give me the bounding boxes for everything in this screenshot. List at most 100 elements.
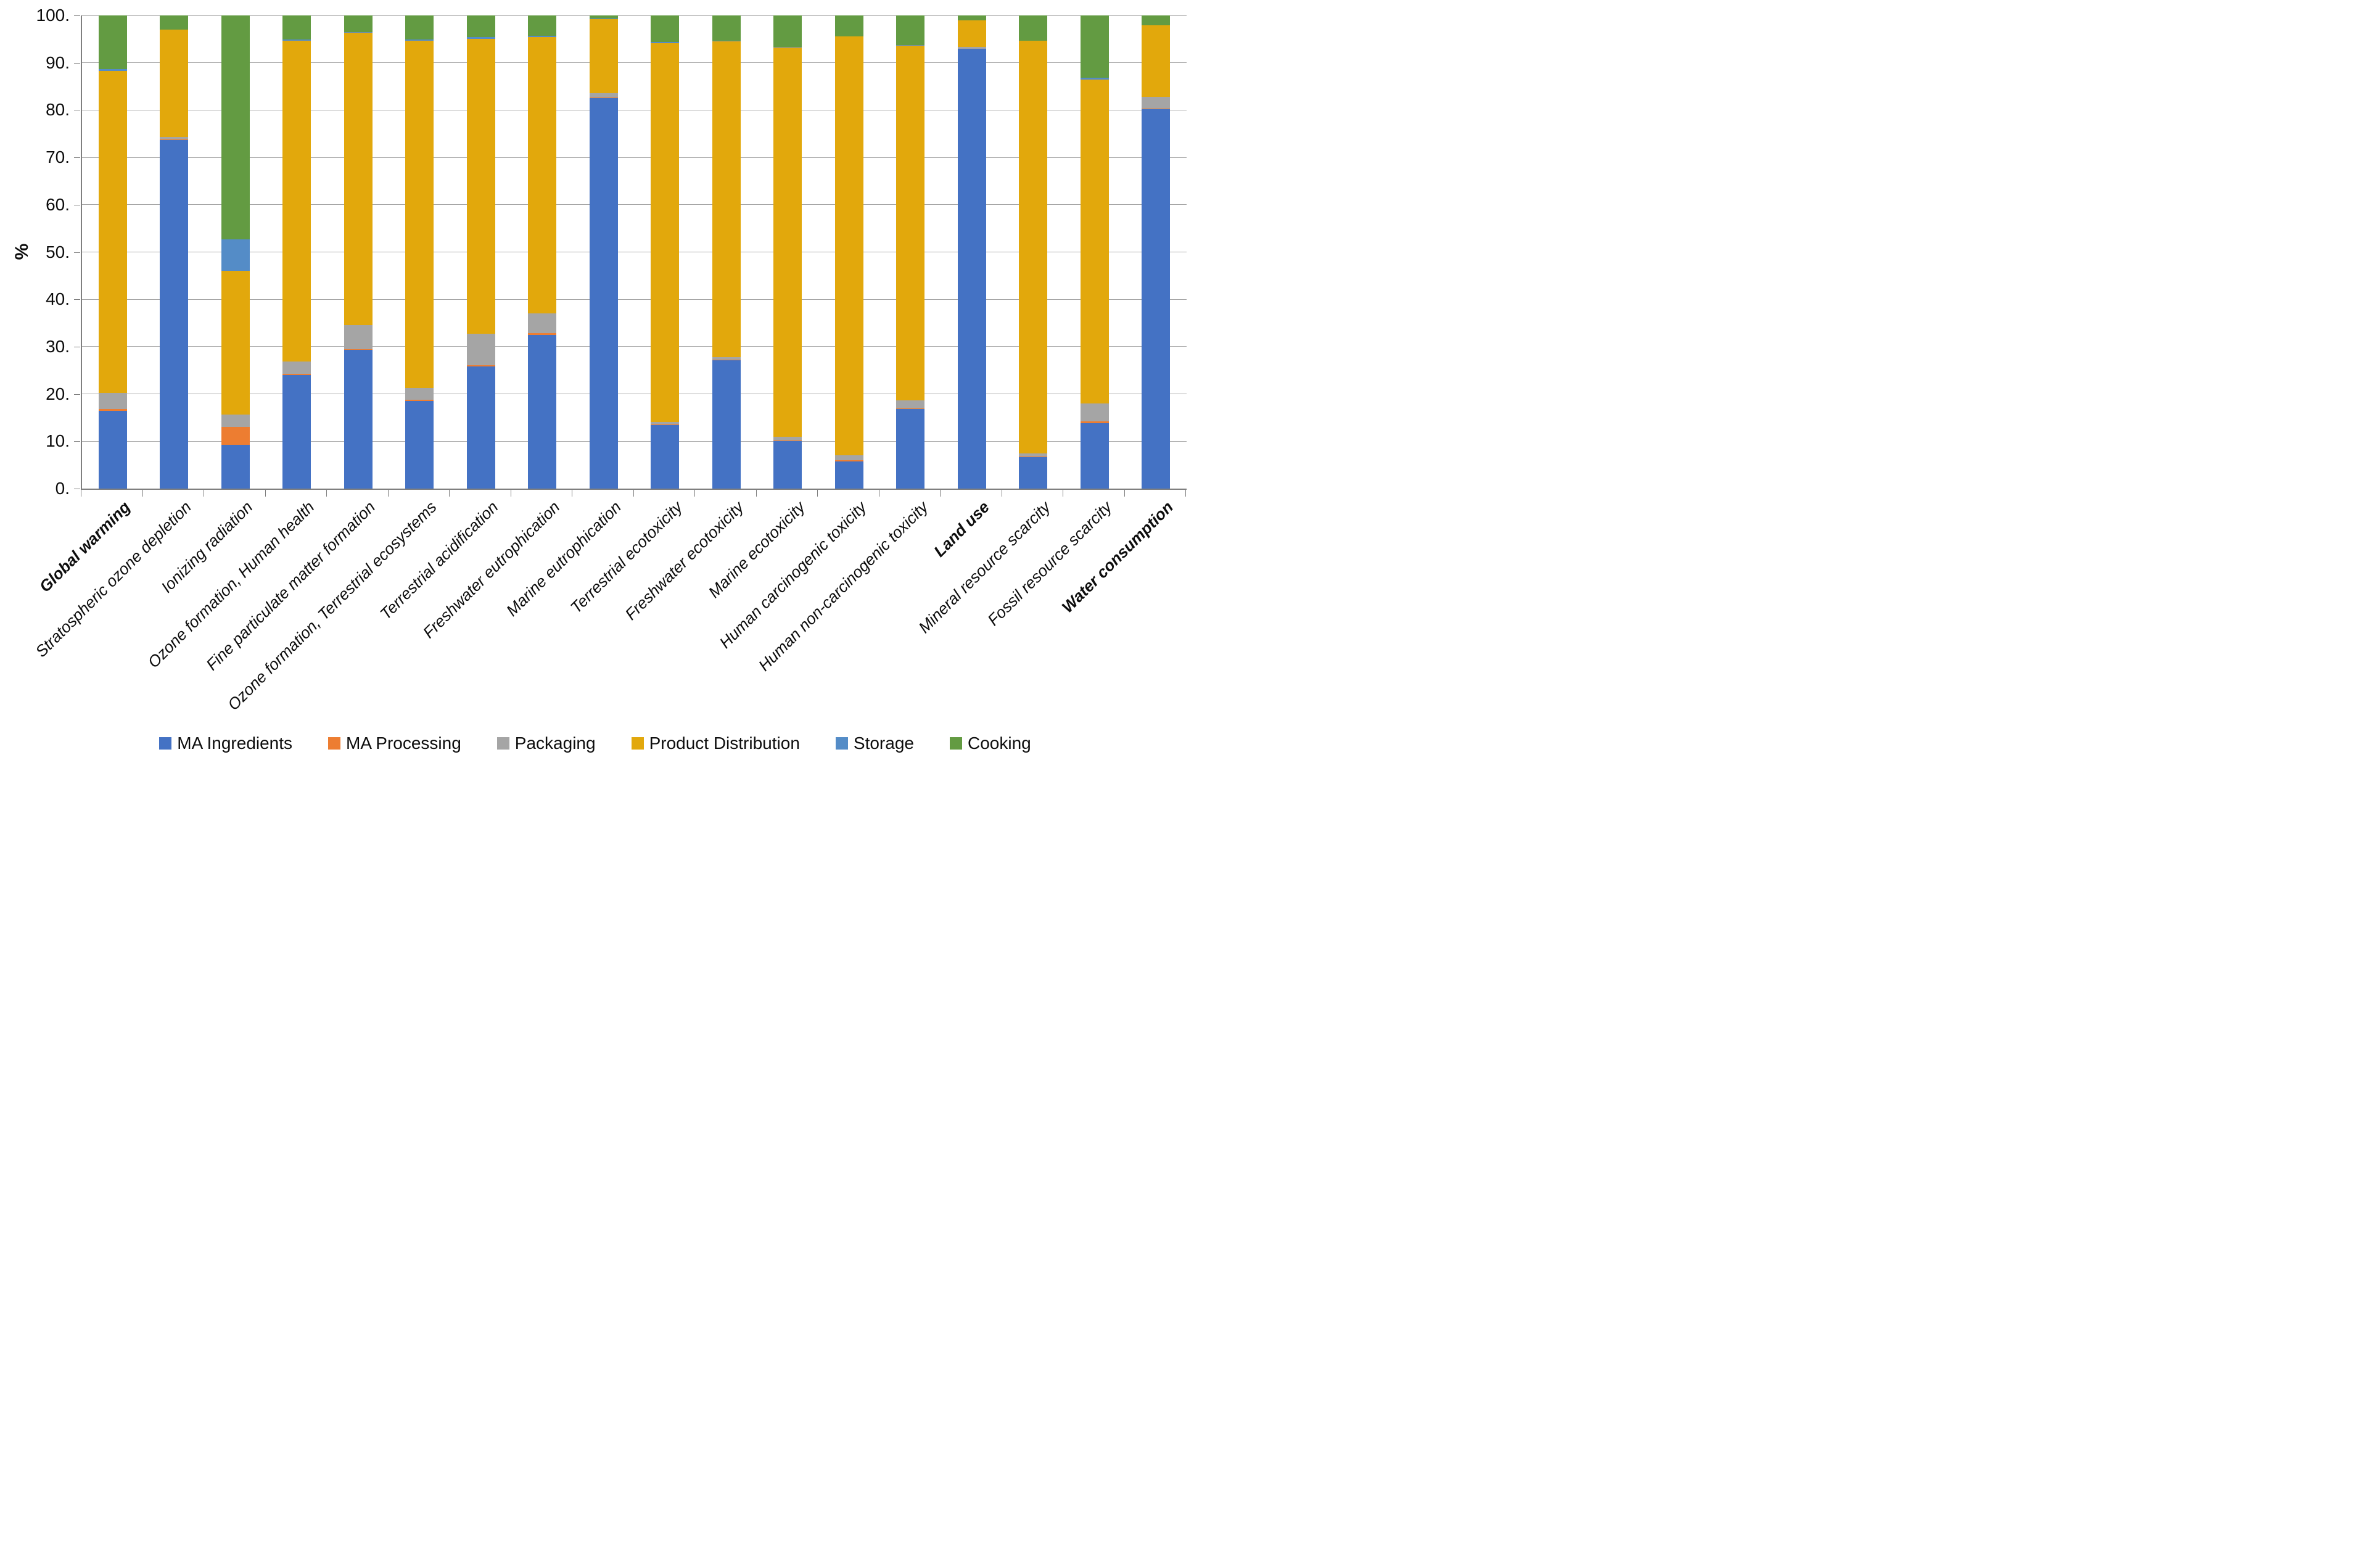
bar-terrestrial-acidification <box>466 15 495 489</box>
bar-segment-packaging <box>589 93 618 98</box>
stacked-bar-chart: % Global warming Stratospheric ozone depl… <box>0 0 1190 781</box>
y-axis-tick <box>74 252 80 253</box>
x-tick-label: Freshwater ecotoxicity <box>621 497 747 624</box>
bar-segment-packaging <box>896 400 925 408</box>
bar-segment-product-distribution <box>1080 79 1109 403</box>
y-tick-label: 40. <box>46 289 70 309</box>
y-axis-tick <box>74 15 80 16</box>
bar-segment-product-distribution <box>651 43 680 422</box>
bar-segment-storage <box>651 41 680 43</box>
bar-segment-storage <box>773 46 802 48</box>
y-tick-label: 20. <box>46 384 70 403</box>
bar-segment-storage <box>1080 78 1109 80</box>
x-axis-tick <box>326 490 327 497</box>
bar-segment-product-distribution <box>282 41 311 362</box>
bar-segment-ma-processing <box>160 139 189 140</box>
legend-item-ma-processing: MA Processing <box>328 734 461 753</box>
bar-segment-cooking <box>896 15 925 45</box>
y-tick-label: 30. <box>46 336 70 356</box>
bar-fossil-resource-scarcity <box>1080 15 1109 489</box>
x-tick-label: Water consumption <box>1058 497 1177 617</box>
gridline <box>82 204 1187 205</box>
y-axis-title: % <box>12 243 32 260</box>
gridline <box>82 346 1187 347</box>
bar-segment-storage <box>466 37 495 39</box>
bar-segment-ma-ingredients <box>589 98 618 489</box>
legend-item-cooking: Cooking <box>949 734 1031 753</box>
bar-segment-ma-ingredients <box>466 366 495 489</box>
x-axis-tick <box>142 490 143 497</box>
bar-segment-ma-ingredients <box>98 411 127 489</box>
bar-segment-ma-processing <box>834 460 863 462</box>
bar-segment-ma-ingredients <box>405 401 434 489</box>
legend: MA Ingredients MA Processing Packaging Prod… <box>0 734 1190 753</box>
bar-mineral-resource-scarcity <box>1019 15 1048 489</box>
bar-terrestrial-ecotoxicity <box>651 15 680 489</box>
bar-segment-ma-ingredients <box>651 425 680 489</box>
bar-segment-product-distribution <box>344 33 373 325</box>
bar-segment-packaging <box>651 421 680 425</box>
x-tick-label: Fossil resource scarcity <box>984 497 1116 629</box>
y-axis-tick <box>74 394 80 395</box>
x-axis-tick <box>633 490 634 497</box>
bar-segment-product-distribution <box>160 30 189 138</box>
bar-human-non-carcinogenic-toxicity <box>896 15 925 489</box>
legend-swatch <box>328 737 341 750</box>
bar-segment-packaging <box>773 437 802 440</box>
bar-segment-ma-processing <box>896 408 925 410</box>
bar-segment-ma-ingredients <box>344 350 373 489</box>
bar-segment-ma-processing <box>282 374 311 375</box>
x-tick-label: Terrestrial acidification <box>376 497 502 624</box>
bar-segment-cooking <box>405 15 434 40</box>
bar-segment-storage <box>282 39 311 41</box>
x-axis-tick <box>756 490 757 497</box>
bar-segment-storage <box>221 239 250 271</box>
bar-segment-ma-processing <box>98 409 127 411</box>
y-axis-tick <box>74 441 80 442</box>
bar-segment-ma-ingredients <box>528 334 557 489</box>
bar-segment-packaging <box>466 334 495 365</box>
legend-label: Storage <box>853 733 914 753</box>
bar-segment-cooking <box>282 15 311 40</box>
bar-segment-cooking <box>344 15 373 32</box>
legend-item-product-distribution: Product Distribution <box>631 733 800 753</box>
bar-segment-product-distribution <box>589 19 618 93</box>
x-tick-label: Marine eutrophication <box>502 497 625 620</box>
bar-segment-ma-ingredients <box>1080 423 1109 489</box>
bar-segment-cooking <box>98 15 127 70</box>
bar-segment-product-distribution <box>405 41 434 389</box>
legend-label: Product Distribution <box>649 733 800 753</box>
bar-segment-cooking <box>528 15 557 36</box>
bar-segment-product-distribution <box>957 20 986 48</box>
bar-segment-ma-processing <box>221 427 250 445</box>
bar-segment-ma-ingredients <box>773 440 802 489</box>
y-tick-label: 10. <box>46 431 70 451</box>
x-tick-label: Terrestrial ecotoxicity <box>566 497 686 617</box>
bar-segment-ma-processing <box>773 440 802 441</box>
legend-label: Packaging <box>514 733 596 753</box>
bar-segment-product-distribution <box>98 70 127 394</box>
bar-human-carcinogenic-toxicity <box>834 15 863 489</box>
y-tick-label: 50. <box>46 242 70 262</box>
legend-swatch <box>835 737 848 750</box>
bar-segment-product-distribution <box>773 47 802 437</box>
bar-land-use <box>957 15 986 489</box>
bar-segment-product-distribution <box>528 36 557 314</box>
x-axis-tick <box>694 490 695 497</box>
bar-segment-ma-processing <box>1080 421 1109 424</box>
y-tick-label: 100. <box>36 6 70 25</box>
x-axis-tick <box>817 490 818 497</box>
bar-segment-cooking <box>1080 15 1109 78</box>
bar-segment-cooking <box>221 15 250 239</box>
gridline <box>82 299 1187 300</box>
bar-segment-packaging <box>160 137 189 139</box>
y-tick-label: 90. <box>46 52 70 72</box>
bar-segment-ma-processing <box>405 399 434 402</box>
bar-segment-packaging <box>528 313 557 334</box>
legend-label: MA Ingredients <box>177 733 293 753</box>
bar-segment-ma-ingredients <box>712 360 741 489</box>
bar-segment-cooking <box>712 15 741 41</box>
legend-label: MA Processing <box>346 733 461 753</box>
y-axis-tick <box>74 299 80 300</box>
legend-swatch <box>949 737 962 750</box>
